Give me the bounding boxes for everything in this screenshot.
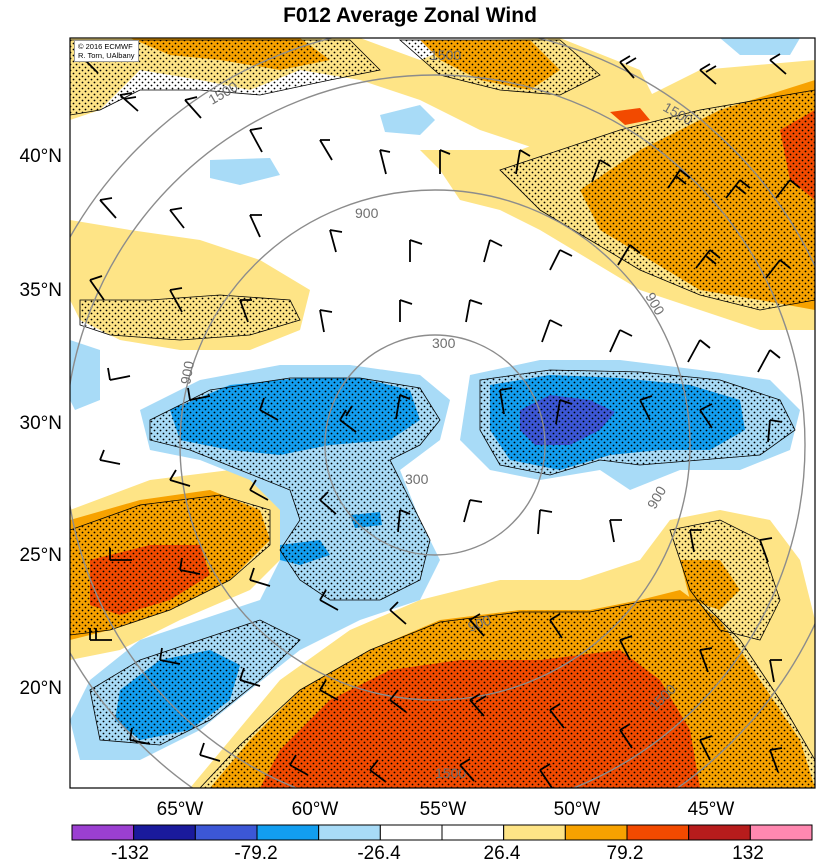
colorbar-swatch	[503, 824, 566, 841]
colorbar-tick: 26.4	[483, 843, 521, 864]
colorbar-tick: -132	[110, 843, 150, 864]
lat-label-40n: 40°N	[19, 146, 62, 167]
lon-label-50w: 50°W	[553, 799, 601, 820]
map-frame	[69, 37, 816, 789]
colorbar-swatch	[194, 824, 258, 841]
colorbar-swatch	[441, 824, 505, 841]
colorbar-swatch	[133, 824, 196, 841]
credit-author: R. Torn, UAlbany	[78, 51, 135, 60]
ring-label: 900	[177, 360, 197, 386]
colorbar-swatch	[626, 824, 690, 841]
lon-label-65w: 65°W	[156, 799, 204, 820]
wind-barbs	[79, 50, 801, 788]
colorbar-swatch	[749, 824, 813, 841]
lat-label-20n: 20°N	[19, 678, 62, 699]
colorbar-swatch	[564, 824, 628, 841]
colorbar-tick: -26.4	[357, 843, 401, 864]
credit-box: © 2016 ECMWF R. Torn, UAlbany	[74, 40, 139, 62]
map-title: F012 Average Zonal Wind	[283, 4, 537, 27]
ring-label: 300	[405, 471, 429, 487]
colorbar-tick: -79.2	[234, 843, 278, 864]
ring-label: 1500	[435, 765, 466, 781]
colorbar-swatch	[688, 824, 751, 841]
lon-label-45w: 45°W	[687, 799, 735, 820]
ring-label: 1500	[430, 47, 461, 63]
ring-label: 900	[355, 205, 379, 221]
range-rings	[70, 38, 815, 788]
colorbar-swatch	[379, 824, 443, 841]
colorbar-swatch	[256, 824, 320, 841]
credit-copyright: © 2016 ECMWF	[78, 42, 133, 51]
colorbar-tick: 79.2	[606, 843, 644, 864]
lon-label-55w: 55°W	[419, 799, 467, 820]
colorbar	[71, 824, 813, 841]
colorbar-swatch	[318, 824, 381, 841]
ring-label: 300	[432, 335, 456, 351]
stippling	[70, 39, 815, 788]
lon-label-60w: 60°W	[291, 799, 339, 820]
lat-label-25n: 25°N	[19, 545, 62, 566]
lat-label-35n: 35°N	[19, 280, 62, 301]
colorbar-swatch	[71, 824, 135, 841]
lat-label-30n: 30°N	[19, 413, 62, 434]
colorbar-tick: 132	[732, 843, 764, 864]
